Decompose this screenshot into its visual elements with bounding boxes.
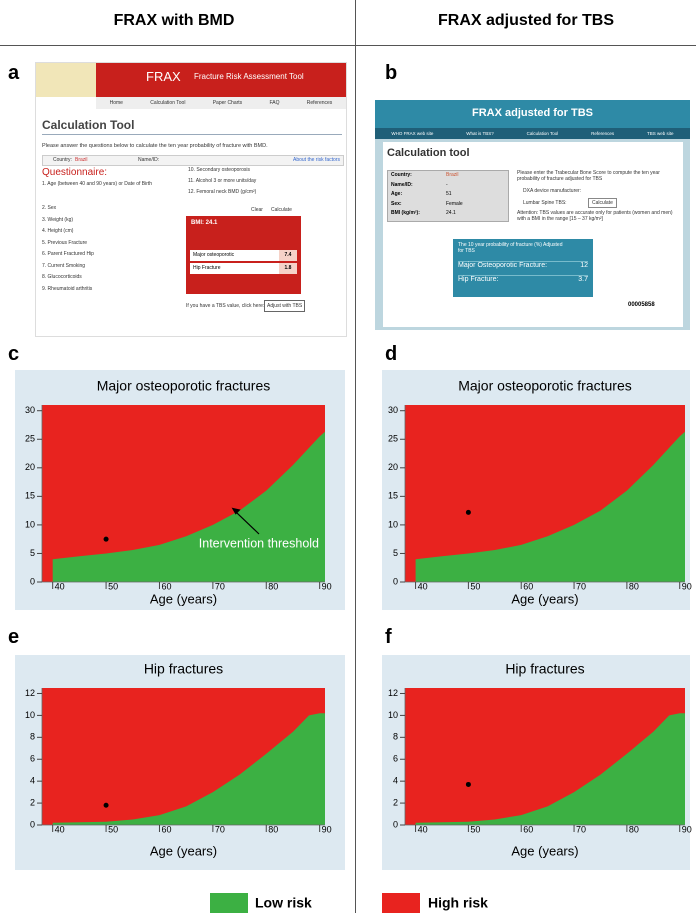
legend-swatch	[382, 893, 420, 913]
y-tick-label: 4	[30, 776, 35, 786]
x-tick-label: 40	[55, 581, 65, 591]
y-tick-label: 5	[393, 548, 398, 558]
y-tick-label: 12	[388, 688, 398, 698]
x-axis-label: Age (years)	[511, 843, 578, 858]
x-tick-label: 50	[108, 824, 118, 834]
patient-point	[104, 803, 109, 808]
x-tick-label: 80	[629, 824, 639, 834]
y-tick-label: 5	[30, 548, 35, 558]
y-tick-label: 2	[393, 797, 398, 807]
x-tick-label: 50	[108, 581, 118, 591]
y-tick-label: 20	[25, 462, 35, 472]
x-tick-label: 70	[576, 824, 586, 834]
y-tick-label: 4	[393, 776, 398, 786]
y-tick-label: 0	[393, 576, 398, 586]
y-tick-label: 25	[388, 434, 398, 444]
figure: FRAX with BMD FRAX adjusted for TBS a b …	[0, 0, 696, 913]
charts: Major osteoporotic fractures Age (years) 0…	[0, 0, 696, 913]
y-tick-label: 30	[388, 405, 398, 415]
x-tick-label: 80	[629, 581, 639, 591]
x-tick-label: 80	[268, 824, 278, 834]
x-axis-label: Age (years)	[511, 591, 578, 606]
legend-label: High risk	[428, 895, 488, 911]
y-tick-label: 8	[393, 732, 398, 742]
x-tick-label: 90	[322, 581, 332, 591]
x-tick-label: 50	[470, 824, 480, 834]
legend-swatch	[210, 893, 248, 913]
x-tick-label: 70	[576, 581, 586, 591]
y-tick-label: 0	[393, 819, 398, 829]
patient-point	[466, 782, 471, 787]
x-tick-label: 80	[268, 581, 278, 591]
x-tick-label: 60	[523, 824, 533, 834]
x-tick-label: 60	[161, 581, 171, 591]
y-tick-label: 6	[393, 754, 398, 764]
patient-point	[466, 510, 471, 515]
x-tick-label: 90	[322, 824, 332, 834]
y-tick-label: 15	[388, 491, 398, 501]
x-tick-label: 40	[418, 581, 428, 591]
y-tick-label: 8	[30, 732, 35, 742]
y-tick-label: 25	[25, 434, 35, 444]
y-tick-label: 10	[25, 519, 35, 529]
chart-title: Hip fractures	[505, 661, 584, 677]
chart-title: Major osteoporotic fractures	[97, 378, 271, 394]
y-tick-label: 12	[25, 688, 35, 698]
x-tick-label: 90	[682, 581, 692, 591]
x-tick-label: 40	[55, 824, 65, 834]
annotation: Intervention threshold	[199, 536, 319, 550]
chart-title: Hip fractures	[144, 661, 223, 677]
y-tick-label: 10	[388, 710, 398, 720]
x-axis-label: Age (years)	[150, 843, 217, 858]
chart-title: Major osteoporotic fractures	[458, 378, 632, 394]
x-axis-label: Age (years)	[150, 591, 217, 606]
y-tick-label: 6	[30, 754, 35, 764]
y-tick-label: 30	[25, 405, 35, 415]
y-tick-label: 0	[30, 819, 35, 829]
x-tick-label: 60	[161, 824, 171, 834]
x-tick-label: 60	[523, 581, 533, 591]
legend-label: Low risk	[255, 895, 312, 911]
y-tick-label: 2	[30, 797, 35, 807]
x-tick-label: 40	[418, 824, 428, 834]
x-tick-label: 70	[215, 581, 225, 591]
y-tick-label: 15	[25, 491, 35, 501]
y-tick-label: 10	[388, 519, 398, 529]
y-tick-label: 10	[25, 710, 35, 720]
y-tick-label: 0	[30, 576, 35, 586]
x-tick-label: 90	[682, 824, 692, 834]
x-tick-label: 70	[215, 824, 225, 834]
patient-point	[104, 537, 109, 542]
x-tick-label: 50	[470, 581, 480, 591]
y-tick-label: 20	[388, 462, 398, 472]
